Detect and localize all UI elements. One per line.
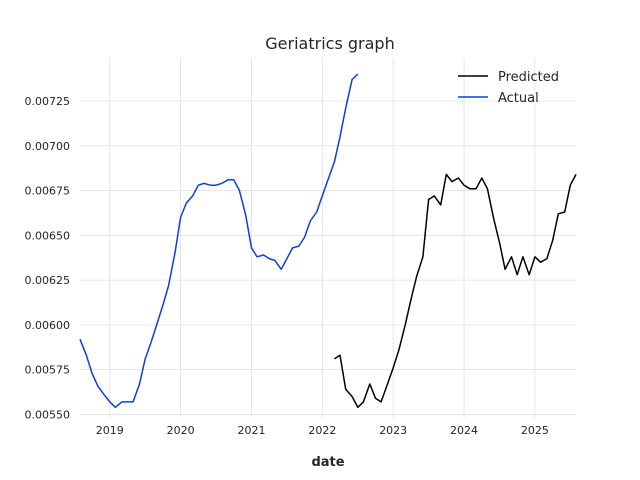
chart-title: Geriatrics graph — [265, 34, 394, 53]
series-layer — [79, 73, 577, 409]
series-line-actual — [79, 73, 359, 409]
y-tick-label: 0.00725 — [25, 95, 71, 108]
y-tick-label: 0.00600 — [25, 319, 71, 332]
legend-label-actual: Actual — [498, 91, 539, 106]
y-tick-label: 0.00625 — [25, 274, 71, 287]
y-tick-label: 0.00550 — [25, 408, 71, 421]
y-tick-label: 0.00675 — [25, 185, 71, 198]
x-axis-label: date — [311, 455, 344, 470]
x-tick-label: 2024 — [450, 424, 478, 437]
y-tick-label: 0.00700 — [25, 140, 71, 153]
series-line-predicted — [333, 173, 577, 409]
legend-label-predicted: Predicted — [498, 70, 559, 85]
x-tick-label: 2023 — [379, 424, 407, 437]
y-axis-ticks: 0.00550 0.00575 0.00600 0.00625 0.00650 0.006… — [25, 95, 71, 421]
y-tick-label: 0.00650 — [25, 229, 71, 242]
x-tick-label: 2021 — [237, 424, 265, 437]
grid-lines — [80, 58, 576, 418]
x-axis-ticks: 2019 2020 2021 2022 2023 2024 2025 — [96, 424, 549, 437]
legend: Predicted Actual — [458, 70, 559, 106]
x-tick-label: 2019 — [96, 424, 124, 437]
x-tick-label: 2020 — [167, 424, 195, 437]
y-tick-label: 0.00575 — [25, 364, 71, 377]
x-tick-label: 2022 — [308, 424, 336, 437]
x-tick-label: 2025 — [521, 424, 549, 437]
